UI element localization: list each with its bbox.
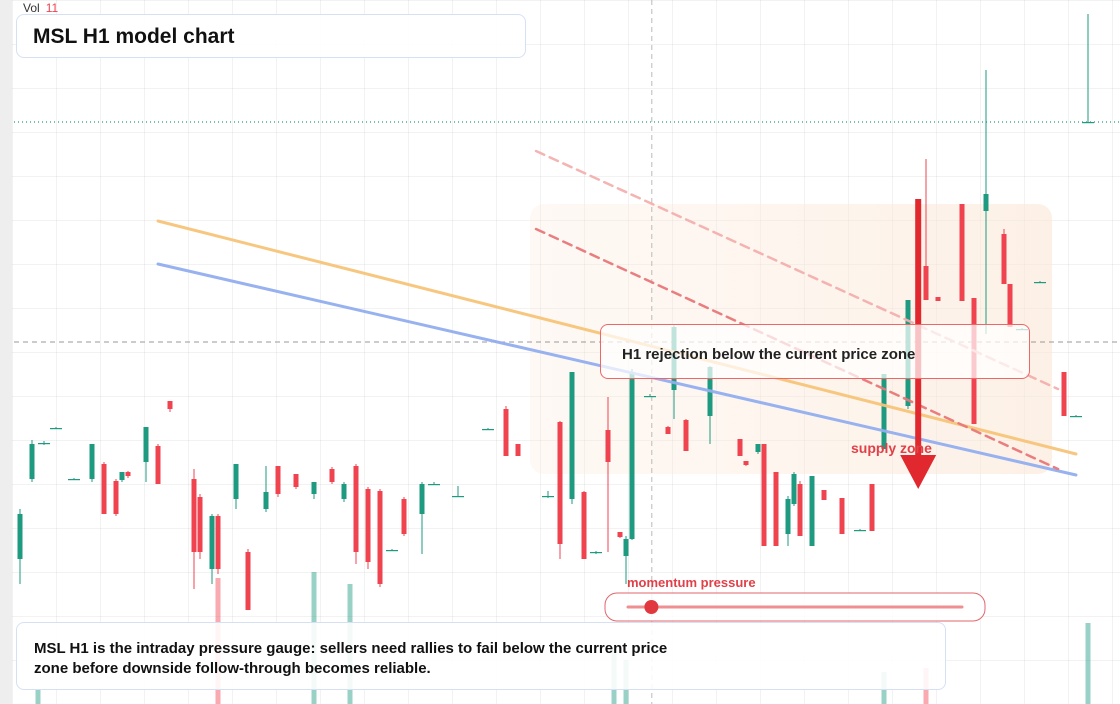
candle-body — [959, 204, 965, 301]
volume-label: Vol — [23, 1, 40, 15]
candle-body — [755, 444, 761, 452]
candle-body — [569, 372, 575, 499]
candle-body — [797, 484, 803, 536]
candle-body — [1070, 416, 1082, 418]
zone-label: supply zone — [851, 440, 932, 456]
candle-body — [1001, 234, 1007, 284]
candle-body — [353, 466, 359, 552]
candle-body — [428, 484, 440, 486]
candle-body — [125, 472, 131, 476]
candle-body — [1082, 122, 1094, 124]
candle-body — [644, 396, 656, 398]
candle-body — [68, 479, 80, 481]
candle-body — [1061, 372, 1067, 416]
candle-body — [854, 530, 866, 532]
volume-bar — [35, 690, 41, 704]
callout-text: H1 rejection below the current price zon… — [622, 346, 916, 363]
candle-body — [209, 516, 215, 569]
candle-body — [629, 372, 635, 539]
candle-body — [557, 422, 563, 544]
candle-body — [809, 476, 815, 546]
candle-body — [737, 439, 743, 456]
candle-body — [683, 420, 689, 451]
candle-body — [839, 498, 845, 534]
candle-body — [263, 492, 269, 509]
candle-body — [791, 474, 797, 504]
candle-body — [275, 466, 281, 494]
callout-box: H1 rejection below the current price zon… — [600, 324, 1030, 379]
slider-label: momentum pressure — [627, 575, 756, 590]
candle-body — [515, 444, 521, 456]
title-box: MSL H1 model chart — [16, 14, 526, 58]
candle-body — [623, 539, 629, 556]
candle-body — [293, 474, 299, 487]
candle-body — [167, 401, 173, 409]
candle-body — [197, 497, 203, 552]
candle-body — [605, 430, 611, 462]
candle-body — [935, 297, 941, 301]
description-box: MSL H1 is the intraday pressure gauge: s… — [16, 622, 946, 690]
candle-body — [89, 444, 95, 479]
candle-body — [1034, 282, 1046, 284]
candle-body — [245, 552, 251, 610]
candle-body — [581, 492, 587, 559]
description: MSL H1 is the intraday pressure gauge: s… — [34, 640, 668, 677]
left-edge — [0, 0, 12, 704]
candle-body — [215, 516, 221, 569]
candle-body — [50, 428, 62, 430]
candle-body — [155, 446, 161, 484]
candle-body — [29, 444, 35, 479]
volume-legend: Vol 11 — [23, 1, 58, 15]
candle-body — [386, 550, 398, 552]
candle-body — [452, 496, 464, 498]
chart-title: MSL H1 model chart — [33, 25, 235, 48]
candle-body — [143, 427, 149, 462]
candle-body — [983, 194, 989, 211]
candle-body — [482, 429, 494, 431]
candle-body — [665, 427, 671, 434]
candle-body — [191, 479, 197, 552]
candle-body — [401, 499, 407, 534]
candle-body — [233, 464, 239, 499]
candle-body — [341, 484, 347, 499]
candle-body — [590, 552, 602, 554]
candle-body — [761, 444, 767, 546]
candle-body — [869, 484, 875, 531]
candle-body — [101, 464, 107, 514]
candle-body — [743, 461, 749, 465]
candle-body — [17, 514, 23, 559]
candle-body — [119, 472, 125, 480]
candle-body — [503, 409, 509, 456]
trend-line — [534, 149, 1060, 391]
candle-body — [542, 496, 554, 498]
candle-body — [329, 469, 335, 482]
candle-body — [881, 374, 887, 449]
candle-body — [38, 443, 50, 445]
candle-body — [311, 482, 317, 494]
candle-body — [113, 481, 119, 514]
candle-body — [617, 532, 623, 537]
volume-bar — [1085, 623, 1091, 704]
candle-body — [419, 484, 425, 514]
candle-body — [377, 491, 383, 584]
candle-body — [785, 499, 791, 534]
candle-body — [1007, 284, 1013, 327]
candle-body — [773, 472, 779, 546]
candle-body — [821, 490, 827, 500]
volume-value: 11 — [45, 1, 59, 15]
candle-body — [923, 266, 929, 300]
candle-body — [365, 489, 371, 562]
